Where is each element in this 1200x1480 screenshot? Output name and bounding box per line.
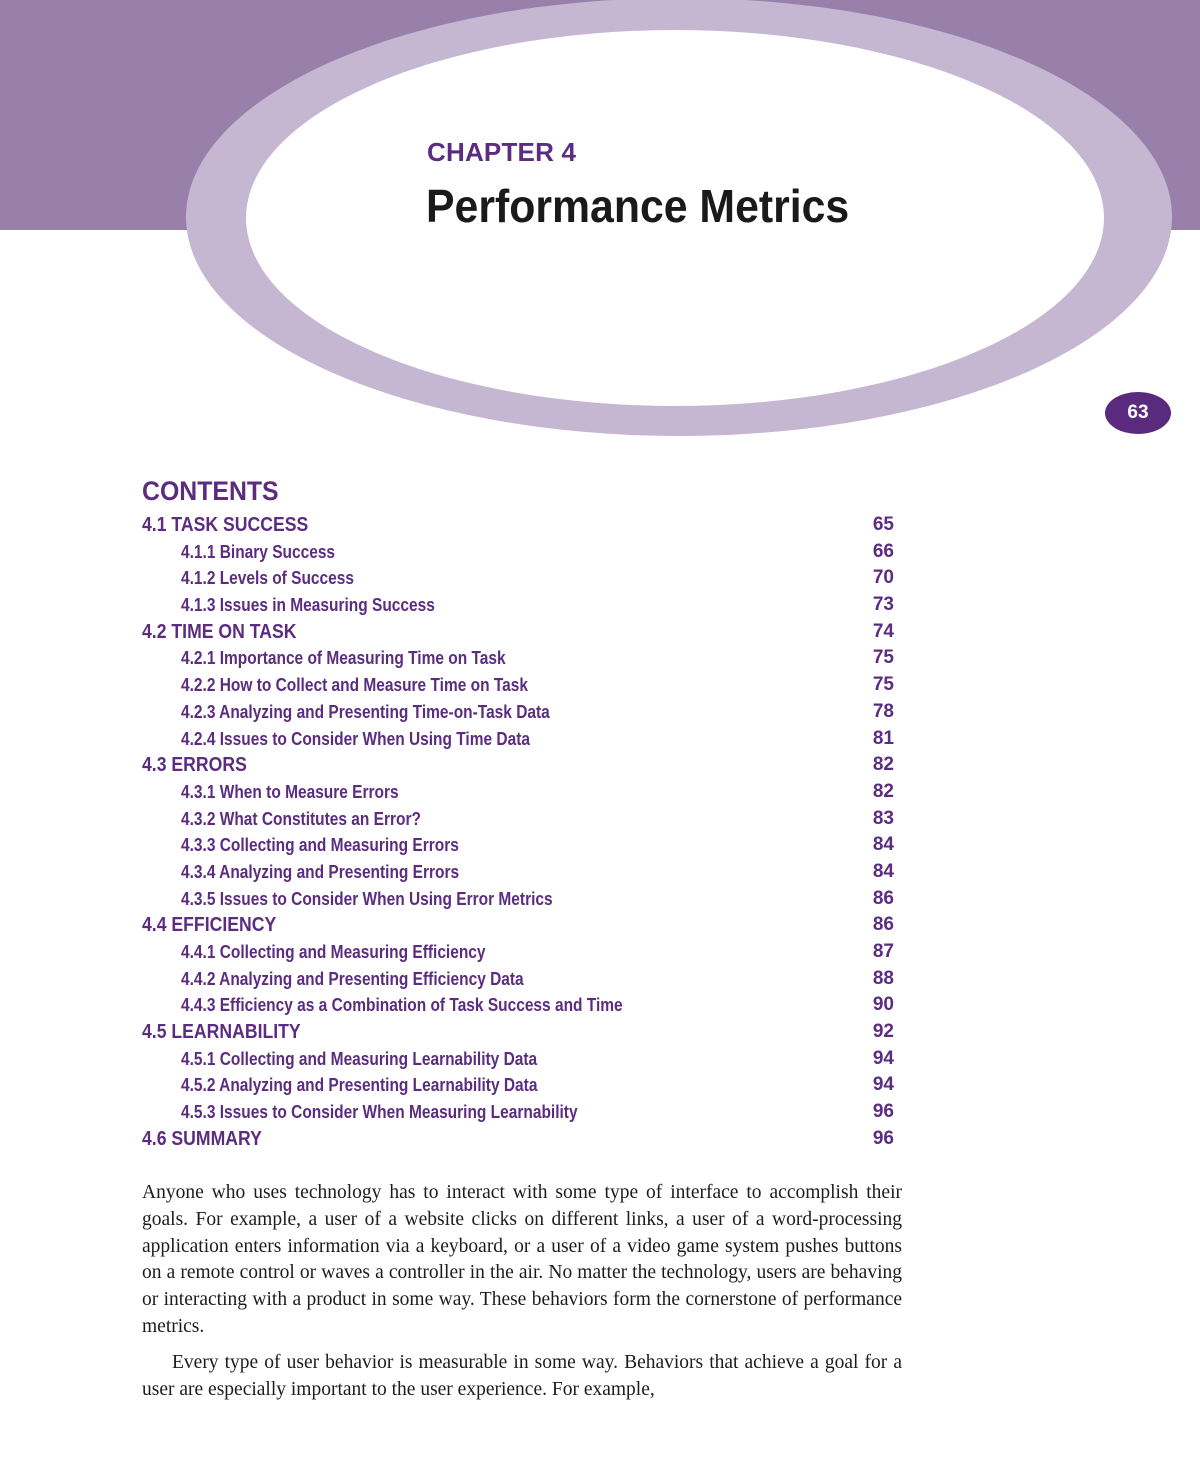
toc-entry-page: 65 [872, 514, 894, 535]
toc-entry-label: 4.5.2 Analyzing and Presenting Learnabil… [181, 1075, 538, 1096]
toc-section-entry[interactable]: 4.1 TASK SUCCESS 65 [142, 512, 894, 539]
toc-entry-label: 4.3.4 Analyzing and Presenting Errors [181, 861, 460, 882]
toc-entry-page: 70 [872, 567, 894, 589]
toc-entry-page: 86 [872, 887, 894, 909]
body-paragraph: Anyone who uses technology has to intera… [142, 1182, 902, 1337]
toc-entry-label: 4.6 SUMMARY [142, 1126, 262, 1150]
toc-subsection-entry[interactable]: 4.3.5 Issues to Consider When Using Erro… [142, 886, 894, 913]
toc-entry-page: 92 [872, 1021, 894, 1043]
toc-subsection-entry[interactable]: 4.1.1 Binary Success 66 [142, 539, 894, 566]
toc-entry-label: 4.1 TASK SUCCESS [142, 513, 309, 536]
toc-entry-label: 4.2.3 Analyzing and Presenting Time-on-T… [181, 701, 550, 722]
toc-entry-page: 83 [872, 807, 894, 829]
toc-entry-page: 94 [872, 1047, 894, 1069]
toc-entry-page: 87 [872, 941, 894, 962]
toc-subsection-entry[interactable]: 4.2.1 Importance of Measuring Time on Ta… [142, 645, 894, 672]
toc-entry-page: 94 [872, 1074, 894, 1096]
table-of-contents: 4.1 TASK SUCCESS 65 4.1.1 Binary Success 66… [142, 512, 894, 1153]
toc-subsection-entry[interactable]: 4.3.1 When to Measure Errors 82 [142, 779, 894, 806]
toc-entry-label: 4.5.3 Issues to Consider When Measuring … [181, 1102, 578, 1123]
toc-entry-label: 4.3.5 Issues to Consider When Using Erro… [181, 888, 553, 909]
toc-entry-page: 88 [872, 967, 894, 989]
toc-section-entry[interactable]: 4.5 LEARNABILITY 92 [142, 1019, 894, 1046]
toc-entry-label: 4.3 ERRORS [142, 753, 247, 777]
toc-entry-label: 4.4 EFFICIENCY [142, 913, 277, 937]
toc-entry-label: 4.3.2 What Constitutes an Error? [181, 808, 421, 829]
toc-section-entry[interactable]: 4.3 ERRORS 82 [142, 752, 894, 779]
toc-subsection-entry[interactable]: 4.3.4 Analyzing and Presenting Errors 84 [142, 859, 894, 886]
toc-entry-page: 66 [872, 540, 894, 562]
toc-entry-page: 82 [872, 754, 894, 776]
toc-subsection-entry[interactable]: 4.3.2 What Constitutes an Error? 83 [142, 806, 894, 833]
toc-subsection-entry[interactable]: 4.5.1 Collecting and Measuring Learnabil… [142, 1046, 894, 1073]
toc-subsection-entry[interactable]: 4.4.3 Efficiency as a Combination of Tas… [142, 992, 894, 1019]
toc-entry-label: 4.5 LEARNABILITY [142, 1020, 301, 1044]
toc-entry-label: 4.2 TIME ON TASK [142, 619, 297, 643]
toc-entry-page: 78 [872, 700, 894, 722]
toc-entry-label: 4.3.3 Collecting and Measuring Errors [181, 835, 459, 856]
chapter-title: Performance Metrics [426, 180, 850, 232]
toc-section-entry[interactable]: 4.2 TIME ON TASK 74 [142, 619, 894, 646]
body-text: Anyone who uses technology has to intera… [142, 1180, 902, 1412]
page-number: 63 [1127, 402, 1149, 423]
toc-entry-page: 75 [872, 674, 894, 696]
toc-entry-label: 4.2.2 How to Collect and Measure Time on… [181, 675, 528, 696]
toc-subsection-entry[interactable]: 4.5.2 Analyzing and Presenting Learnabil… [142, 1072, 894, 1099]
toc-entry-page: 96 [872, 1101, 894, 1123]
toc-subsection-entry[interactable]: 4.1.2 Levels of Success 70 [142, 565, 894, 592]
page-number-badge: 63 [1105, 392, 1171, 434]
contents-heading: CONTENTS [142, 476, 279, 506]
toc-section-entry[interactable]: 4.6 SUMMARY 96 [142, 1126, 894, 1153]
toc-entry-label: 4.3.1 When to Measure Errors [181, 781, 399, 802]
toc-entry-page: 96 [872, 1127, 894, 1149]
toc-entry-page: 73 [872, 594, 894, 616]
toc-subsection-entry[interactable]: 4.3.3 Collecting and Measuring Errors 84 [142, 832, 894, 859]
toc-entry-page: 82 [872, 780, 894, 802]
toc-entry-label: 4.2.1 Importance of Measuring Time on Ta… [181, 648, 506, 669]
toc-subsection-entry[interactable]: 4.2.2 How to Collect and Measure Time on… [142, 672, 894, 699]
toc-subsection-entry[interactable]: 4.4.1 Collecting and Measuring Efficienc… [142, 939, 894, 966]
toc-subsection-entry[interactable]: 4.2.3 Analyzing and Presenting Time-on-T… [142, 699, 894, 726]
toc-entry-page: 90 [872, 994, 894, 1016]
toc-entry-label: 4.1.1 Binary Success [181, 541, 336, 562]
toc-entry-label: 4.1.3 Issues in Measuring Success [181, 595, 435, 616]
toc-entry-label: 4.4.1 Collecting and Measuring Efficienc… [181, 942, 486, 962]
toc-entry-page: 74 [872, 620, 894, 642]
toc-subsection-entry[interactable]: 4.1.3 Issues in Measuring Success 73 [142, 592, 894, 619]
toc-entry-page: 81 [872, 727, 894, 749]
toc-subsection-entry[interactable]: 4.4.2 Analyzing and Presenting Efficienc… [142, 966, 894, 993]
body-paragraph: Every type of user behavior is measurabl… [142, 1351, 902, 1400]
toc-entry-label: 4.2.4 Issues to Consider When Using Time… [181, 728, 530, 749]
chapter-label: CHAPTER 4 [427, 137, 577, 167]
toc-entry-label: 4.1.2 Levels of Success [181, 568, 354, 589]
toc-entry-page: 84 [872, 860, 894, 882]
toc-entry-page: 84 [872, 834, 894, 856]
toc-entry-label: 4.4.3 Efficiency as a Combination of Tas… [181, 995, 623, 1016]
toc-entry-page: 86 [872, 914, 894, 936]
toc-entry-page: 75 [872, 647, 894, 669]
toc-section-entry[interactable]: 4.4 EFFICIENCY 86 [142, 912, 894, 939]
toc-subsection-entry[interactable]: 4.5.3 Issues to Consider When Measuring … [142, 1099, 894, 1126]
toc-subsection-entry[interactable]: 4.2.4 Issues to Consider When Using Time… [142, 726, 894, 753]
decorative-ellipse-inner [246, 30, 1104, 406]
toc-entry-label: 4.5.1 Collecting and Measuring Learnabil… [181, 1048, 538, 1069]
toc-entry-label: 4.4.2 Analyzing and Presenting Efficienc… [181, 968, 524, 989]
